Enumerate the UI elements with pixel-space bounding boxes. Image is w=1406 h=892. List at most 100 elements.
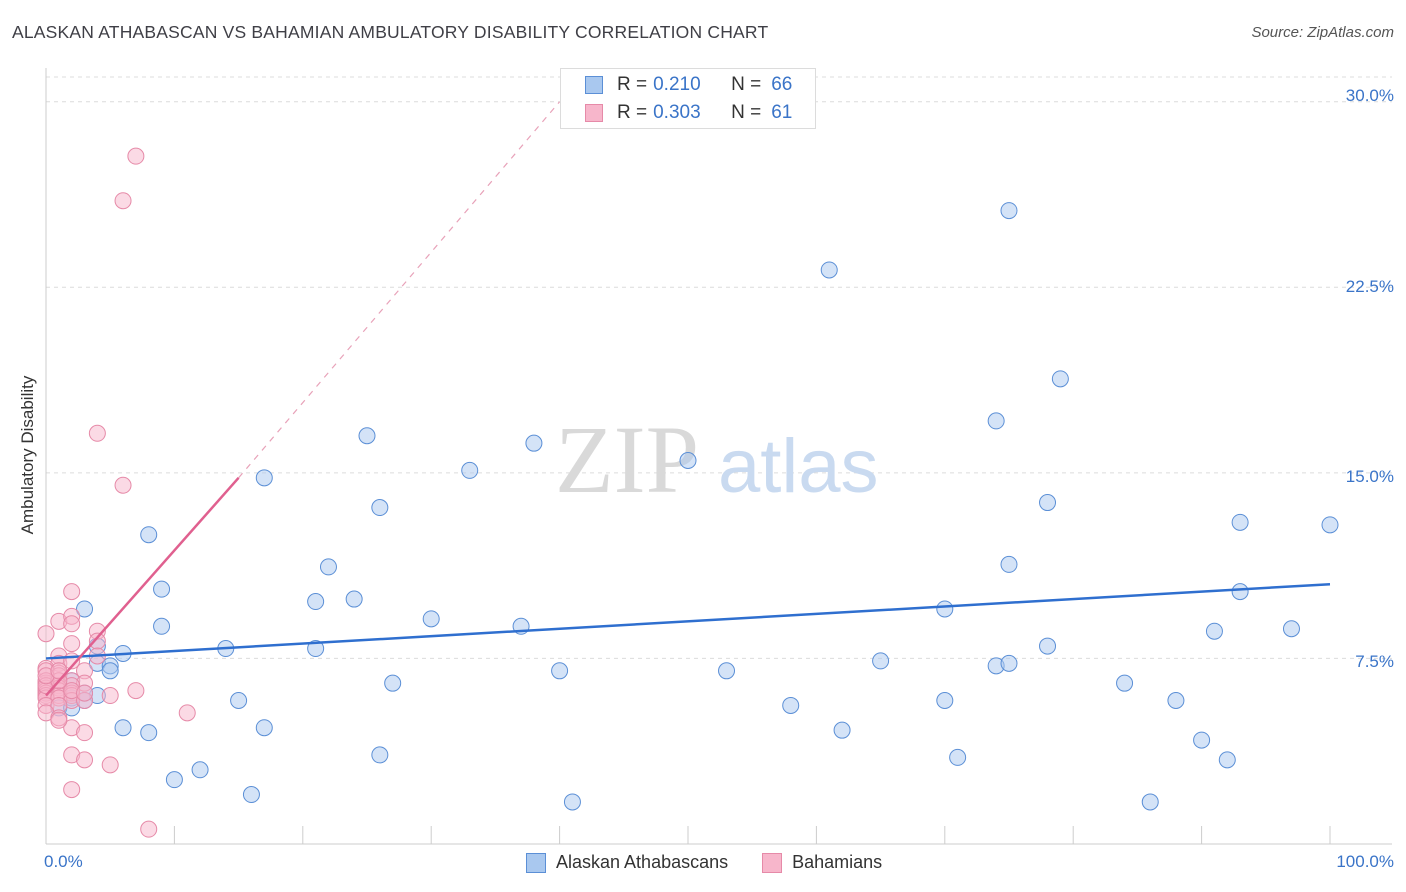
trend-line-bahamian-extension	[238, 101, 561, 479]
data-point	[140, 724, 158, 742]
data-point	[1141, 793, 1159, 811]
data-point	[1039, 637, 1057, 655]
data-point	[872, 652, 890, 670]
data-point	[1218, 751, 1236, 769]
data-point	[987, 412, 1005, 430]
data-point	[345, 590, 363, 608]
data-point	[358, 427, 376, 445]
data-point	[551, 662, 569, 680]
data-point	[88, 424, 106, 442]
legend-row-alaskan: R = 0.210 N = 66	[585, 73, 792, 97]
data-point	[525, 434, 543, 452]
n-value-alaskan: 66	[771, 74, 793, 95]
data-point	[63, 635, 81, 653]
watermark-zip: ZIP	[555, 406, 699, 513]
data-point	[140, 526, 158, 544]
data-point	[422, 610, 440, 628]
data-point	[371, 746, 389, 764]
data-point	[1039, 494, 1057, 512]
legend-row-bahamian: R = 0.303 N = 61	[585, 101, 792, 125]
data-point	[255, 469, 273, 487]
data-point	[37, 625, 55, 643]
legend-swatch-alaskan	[526, 852, 546, 873]
trend-line-bahamian	[45, 476, 240, 697]
data-point	[50, 711, 68, 729]
data-point	[101, 687, 119, 705]
y-axis-label: Ambulatory Disability	[18, 375, 37, 535]
data-point	[127, 147, 145, 165]
gridlines	[46, 76, 1392, 659]
legend-swatch-alaskan	[585, 76, 603, 94]
data-point	[101, 662, 119, 680]
legend-label-bahamian: Bahamians	[792, 852, 883, 872]
correlation-legend: R = 0.210 N = 66 R = 0.303 N = 61	[560, 68, 816, 129]
chart-source: Source: ZipAtlas.com	[1251, 24, 1394, 41]
n-label: N =	[731, 74, 762, 95]
data-point	[936, 600, 954, 618]
y-tick-label: 7.5%	[1355, 652, 1394, 671]
data-point	[1205, 622, 1223, 640]
data-point	[949, 748, 967, 766]
data-point	[1193, 731, 1211, 749]
data-point	[114, 719, 132, 737]
y-tick-label: 15.0%	[1345, 467, 1394, 486]
series-legend: Alaskan Athabascans Bahamians	[526, 852, 916, 873]
data-point	[153, 617, 171, 635]
data-point	[319, 558, 337, 576]
trend-line-alaskan	[45, 582, 1331, 660]
data-point	[88, 632, 106, 650]
n-label: N =	[731, 102, 762, 123]
data-point	[63, 781, 81, 799]
data-point	[820, 261, 838, 279]
data-point	[101, 756, 119, 774]
data-point	[76, 684, 94, 702]
legend-item-alaskan[interactable]: Alaskan Athabascans	[526, 852, 728, 873]
data-point	[1321, 516, 1339, 534]
data-point	[76, 600, 94, 618]
r-value-bahamian: 0.303	[653, 102, 701, 123]
data-point	[178, 704, 196, 722]
data-point	[114, 476, 132, 494]
data-point	[255, 719, 273, 737]
legend-swatch-bahamian	[585, 104, 603, 122]
legend-item-bahamian[interactable]: Bahamians	[762, 852, 882, 873]
data-point	[679, 452, 697, 469]
data-point	[718, 662, 736, 680]
data-point	[76, 751, 94, 769]
data-point	[1167, 691, 1185, 709]
series-bahamians-points	[37, 147, 196, 838]
data-point	[1282, 620, 1300, 638]
y-tick-label: 22.5%	[1345, 277, 1394, 296]
r-value-alaskan: 0.210	[653, 74, 701, 95]
data-point	[371, 499, 389, 517]
chart-title: ALASKAN ATHABASCAN VS BAHAMIAN AMBULATOR…	[12, 22, 769, 42]
y-tick-label: 30.0%	[1345, 86, 1394, 105]
data-point	[936, 691, 954, 709]
data-point	[191, 761, 209, 779]
data-point	[563, 793, 581, 811]
data-point	[1116, 674, 1134, 692]
data-point	[153, 580, 171, 598]
data-point	[63, 615, 81, 633]
data-point	[307, 593, 325, 611]
data-point	[1000, 555, 1018, 573]
data-point	[1231, 583, 1249, 601]
watermark: ZIP atlas	[555, 406, 879, 513]
data-point	[1000, 654, 1018, 672]
trend-lines	[45, 101, 1331, 697]
data-point	[384, 674, 402, 692]
data-point	[833, 721, 851, 739]
r-label: R =	[617, 74, 648, 95]
data-point	[1231, 513, 1249, 531]
data-point	[1000, 202, 1018, 220]
x-tick-label-min: 0.0%	[44, 852, 83, 871]
data-point	[242, 786, 260, 804]
data-point	[307, 640, 325, 658]
data-point	[165, 771, 183, 789]
n-value-bahamian: 61	[771, 102, 793, 123]
data-point	[140, 820, 158, 838]
data-point	[461, 461, 479, 479]
x-tick-label-max: 100.0%	[1336, 852, 1394, 871]
data-point	[114, 192, 132, 210]
